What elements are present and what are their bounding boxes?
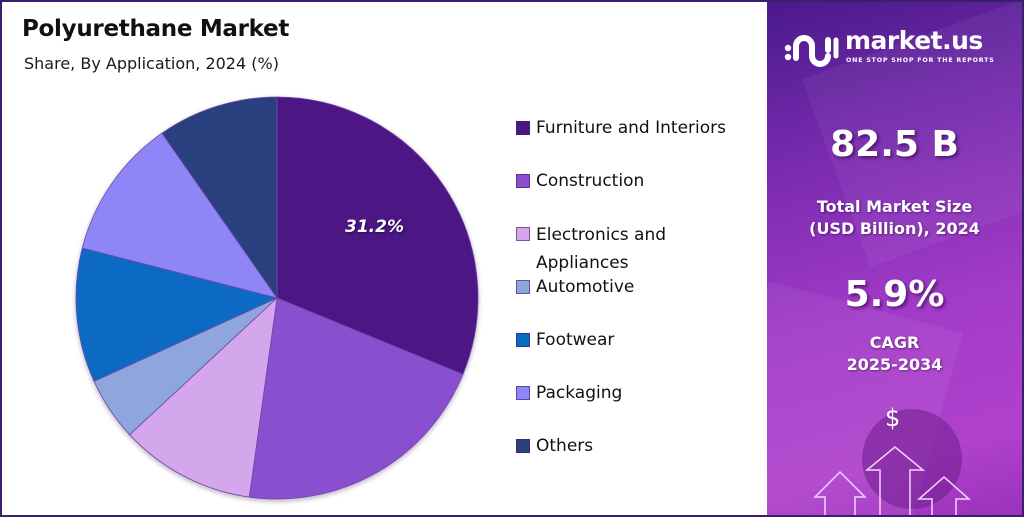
chart-title: Polyurethane Market — [22, 16, 290, 42]
market-us-logo-icon — [784, 35, 839, 67]
cagr-label-line2: 2025-2034 — [846, 355, 943, 374]
legend-label: Construction — [536, 171, 645, 191]
legend-item-footwear: Footwear — [516, 327, 766, 380]
brand-tagline: ONE STOP SHOP FOR THE REPORTS — [846, 57, 995, 64]
market-size-value: 82.5 B — [830, 124, 959, 165]
legend-item-construction: Construction — [516, 168, 766, 221]
chart-panel: Polyurethane Market Share, By Applicatio… — [2, 2, 767, 513]
pie-slice-footwear — [75, 247, 279, 382]
legend-swatch — [516, 174, 530, 188]
pie-slice-construction — [248, 297, 464, 500]
legend: Furniture and Interiors Construction Ele… — [516, 115, 766, 486]
furniture-slice-label: 31.2% — [345, 217, 404, 237]
legend-label: Packaging — [536, 383, 623, 403]
cagr-label: CAGR 2025-2034 — [767, 332, 1022, 376]
legend-item-packaging: Packaging — [516, 380, 766, 433]
coin-graphic — [862, 409, 962, 509]
legend-swatch — [516, 333, 530, 347]
market-us-logo: market.us ONE STOP SHOP FOR THE REPORTS — [783, 26, 1013, 76]
growth-arrows-icon — [813, 446, 971, 515]
legend-label: Furniture and Interiors — [536, 118, 726, 138]
cagr-label-line1: CAGR — [869, 333, 920, 352]
legend-swatch — [516, 280, 530, 294]
legend-label: Footwear — [536, 330, 615, 350]
cagr-value: 5.9% — [844, 274, 945, 315]
legend-label: Automotive — [536, 277, 635, 297]
legend-swatch — [516, 227, 530, 241]
dollar-icon: $ — [885, 404, 901, 432]
pie-chart: 31.2% — [2, 2, 767, 513]
market-size-label-line1: Total Market Size — [816, 197, 973, 216]
pie-slice-electronics-and-appliances — [129, 296, 278, 498]
legend-item-others: Others — [516, 433, 766, 486]
legend-item-automotive: Automotive — [516, 274, 766, 327]
legend-label: Others — [536, 436, 594, 456]
legend-swatch — [516, 121, 530, 135]
stats-sidebar: market.us ONE STOP SHOP FOR THE REPORTS … — [767, 2, 1022, 515]
pie-slice-others — [161, 96, 278, 300]
brand-name: market.us — [845, 26, 983, 55]
market-size-label-line2: (USD Billion), 2024 — [809, 219, 980, 238]
legend-swatch — [516, 386, 530, 400]
chart-subtitle: Share, By Application, 2024 (%) — [24, 54, 279, 73]
legend-item-electronics: Electronics and Appliances — [516, 221, 766, 274]
legend-item-furniture: Furniture and Interiors — [516, 115, 766, 168]
legend-label: Electronics and Appliances — [536, 225, 667, 273]
market-size-label: Total Market Size (USD Billion), 2024 — [767, 196, 1022, 240]
pie-slice-furniture-and-interiors — [276, 96, 479, 375]
legend-swatch — [516, 439, 530, 453]
pie-svg — [75, 96, 479, 500]
pie-slice-packaging — [81, 132, 278, 299]
